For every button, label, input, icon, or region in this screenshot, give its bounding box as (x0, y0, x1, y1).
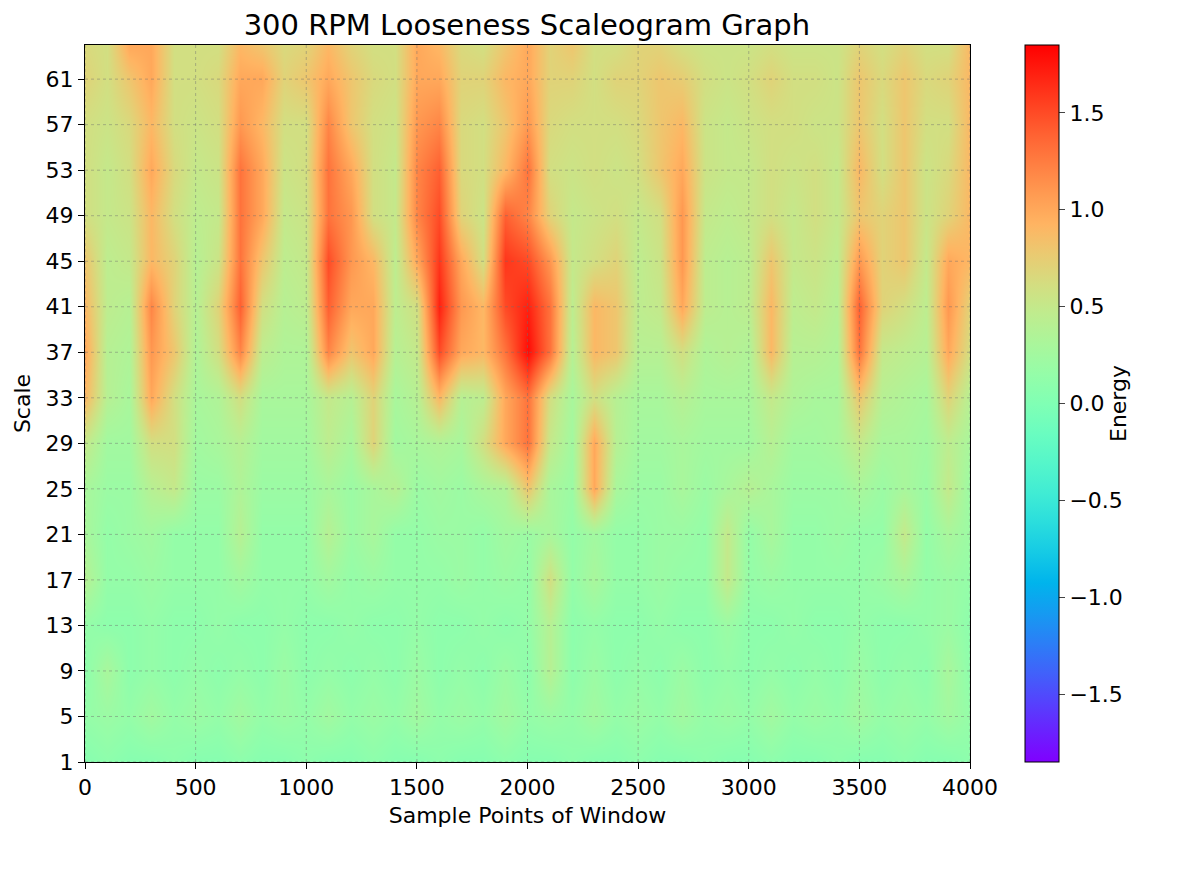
svg-text:3500: 3500 (831, 775, 887, 800)
svg-text:57: 57 (46, 112, 74, 137)
svg-text:Energy: Energy (1106, 365, 1131, 442)
svg-text:300 RPM Looseness Scaleogram G: 300 RPM Looseness Scaleogram Graph (244, 8, 810, 42)
svg-text:1: 1 (60, 750, 74, 775)
svg-text:Sample Points of Window: Sample Points of Window (389, 803, 667, 828)
svg-text:29: 29 (46, 431, 74, 456)
svg-text:33: 33 (46, 386, 74, 411)
svg-text:1.0: 1.0 (1069, 197, 1104, 222)
svg-text:2500: 2500 (610, 775, 666, 800)
svg-text:45: 45 (46, 249, 74, 274)
svg-text:−1.5: −1.5 (1069, 682, 1122, 707)
svg-text:500: 500 (175, 775, 217, 800)
svg-text:25: 25 (46, 477, 74, 502)
svg-text:1000: 1000 (278, 775, 334, 800)
svg-text:Scale: Scale (10, 374, 35, 433)
svg-text:4000: 4000 (942, 775, 998, 800)
svg-text:1500: 1500 (389, 775, 445, 800)
svg-text:0.0: 0.0 (1069, 391, 1104, 416)
svg-text:61: 61 (46, 67, 74, 92)
svg-text:13: 13 (46, 613, 74, 638)
svg-text:49: 49 (46, 203, 74, 228)
svg-text:17: 17 (46, 568, 74, 593)
svg-text:−0.5: −0.5 (1069, 488, 1122, 513)
svg-text:37: 37 (46, 340, 74, 365)
svg-text:3000: 3000 (721, 775, 777, 800)
svg-text:53: 53 (46, 158, 74, 183)
svg-text:1.5: 1.5 (1069, 101, 1104, 126)
svg-text:21: 21 (46, 522, 74, 547)
svg-text:41: 41 (46, 294, 74, 319)
svg-text:0.5: 0.5 (1069, 294, 1104, 319)
svg-text:−1.0: −1.0 (1069, 585, 1122, 610)
svg-text:5: 5 (60, 704, 74, 729)
svg-text:0: 0 (78, 775, 92, 800)
svg-text:9: 9 (60, 659, 74, 684)
svg-text:2000: 2000 (500, 775, 556, 800)
